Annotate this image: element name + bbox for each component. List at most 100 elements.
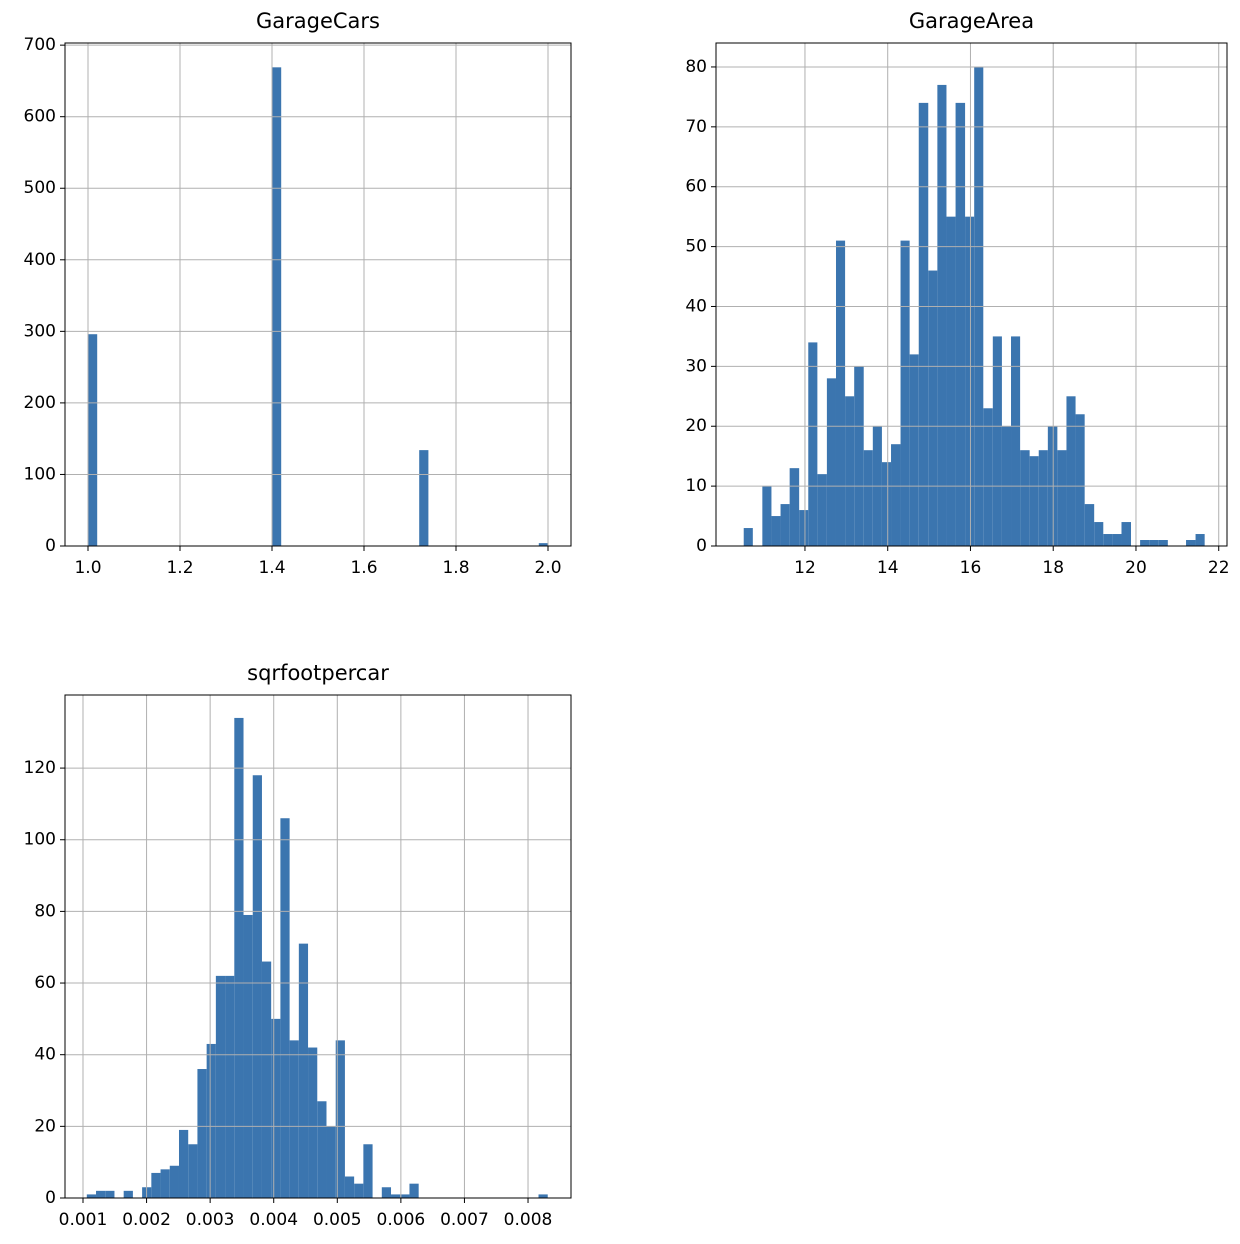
y-tick-label: 0: [696, 536, 707, 556]
bar: [1094, 522, 1104, 546]
y-tick-label: 50: [685, 237, 707, 257]
bar: [538, 1194, 548, 1198]
bar: [252, 775, 262, 1198]
y-tick-label: 60: [34, 973, 56, 993]
x-tick-label: 0.004: [249, 1210, 298, 1230]
bar: [391, 1194, 401, 1198]
y-tick-label: 20: [34, 1116, 56, 1136]
y-tick-label: 400: [24, 250, 56, 270]
bar: [808, 342, 818, 546]
bar: [983, 408, 993, 546]
bar: [271, 1018, 281, 1198]
chart-title: GarageCars: [256, 9, 380, 33]
bar: [863, 450, 873, 546]
bar: [1075, 414, 1085, 546]
bar: [354, 1183, 364, 1198]
plot-frame: [64, 694, 572, 1199]
y-tick-label: 70: [685, 117, 707, 137]
x-tick-label: 1.6: [350, 558, 377, 578]
bar: [900, 240, 910, 546]
bar: [317, 1101, 327, 1198]
bar: [225, 975, 235, 1198]
bar: [1112, 534, 1122, 546]
x-tick-label: 18: [1042, 558, 1064, 578]
x-tick-label: 2.0: [534, 558, 561, 578]
bar: [955, 102, 966, 546]
bar: [178, 1129, 189, 1198]
x-tick-label: 0.007: [440, 1210, 489, 1230]
bar: [243, 914, 253, 1198]
y-tick-label: 700: [24, 35, 56, 55]
x-tick-label: 0.001: [59, 1210, 108, 1230]
y-tick-label: 200: [24, 393, 56, 413]
x-tick-label: 22: [1208, 558, 1230, 578]
y-tick-label: 80: [685, 57, 707, 77]
bar: [381, 1187, 392, 1198]
bar: [1057, 450, 1067, 546]
bar: [409, 1183, 419, 1198]
bar: [363, 1144, 373, 1198]
y-tick-label: 30: [685, 356, 707, 376]
bar: [881, 462, 892, 546]
chart-title: sqrfootpercar: [247, 661, 389, 685]
bar: [1140, 540, 1150, 546]
subplot: sqrfootpercar 0.001 0.002 0.003 0.004 0.005 0.…: [24, 661, 572, 1230]
x-tick-label: 1.4: [258, 558, 285, 578]
y-tick-label: 600: [24, 107, 56, 127]
bar: [826, 378, 836, 546]
bar: [817, 474, 827, 546]
bar: [419, 450, 429, 546]
y-tick-label: 0: [45, 1188, 56, 1208]
bar: [762, 486, 772, 546]
bar: [1066, 396, 1076, 546]
x-tick-label: 12: [794, 558, 816, 578]
y-tick-label: 120: [24, 758, 56, 778]
bar: [188, 1144, 198, 1198]
bar: [946, 216, 956, 546]
bar: [280, 818, 290, 1198]
bar: [928, 270, 938, 546]
bar: [538, 543, 548, 546]
bar: [1103, 534, 1113, 546]
bar: [344, 1176, 355, 1198]
bar: [400, 1194, 410, 1198]
y-tick-label: 300: [24, 321, 56, 341]
bar: [86, 1194, 97, 1198]
y-tick-label: 0: [45, 536, 56, 556]
bar: [1158, 540, 1168, 546]
bar: [335, 1040, 345, 1198]
x-tick-label: 0.002: [122, 1210, 171, 1230]
subplot: GarageArea 12 14 16 18 20 22 0 10 20 30 40 50 60 70 80: [685, 9, 1229, 578]
bar: [891, 444, 901, 546]
bar: [854, 366, 864, 546]
bar: [799, 510, 809, 546]
bar: [96, 1190, 106, 1198]
bar: [789, 468, 800, 546]
bar: [835, 240, 846, 546]
bar: [1084, 504, 1095, 546]
bar: [1029, 456, 1039, 546]
bar: [918, 102, 929, 546]
bar: [1011, 336, 1021, 546]
y-tick-label: 10: [685, 476, 707, 496]
bar: [780, 504, 790, 546]
bar: [937, 84, 947, 547]
subplot: GarageCars 1.0 1.2 1.4 1.6 1.8 2.0 0 100 200 300 40…: [24, 9, 572, 578]
bar: [1121, 522, 1132, 546]
bar: [105, 1190, 115, 1198]
plot-frame: [715, 42, 1228, 547]
bar: [151, 1172, 161, 1198]
bar: [289, 1040, 299, 1198]
bar: [1195, 534, 1205, 546]
x-tick-label: 1.2: [166, 558, 193, 578]
bar: [1186, 540, 1196, 546]
y-tick-label: 20: [685, 416, 707, 436]
bar: [1149, 540, 1159, 546]
bar: [326, 1126, 336, 1198]
chart-title: GarageArea: [909, 9, 1034, 33]
bar: [206, 1043, 216, 1198]
x-tick-label: 1.0: [74, 558, 101, 578]
bar: [123, 1190, 133, 1198]
x-tick-label: 0.006: [377, 1210, 426, 1230]
